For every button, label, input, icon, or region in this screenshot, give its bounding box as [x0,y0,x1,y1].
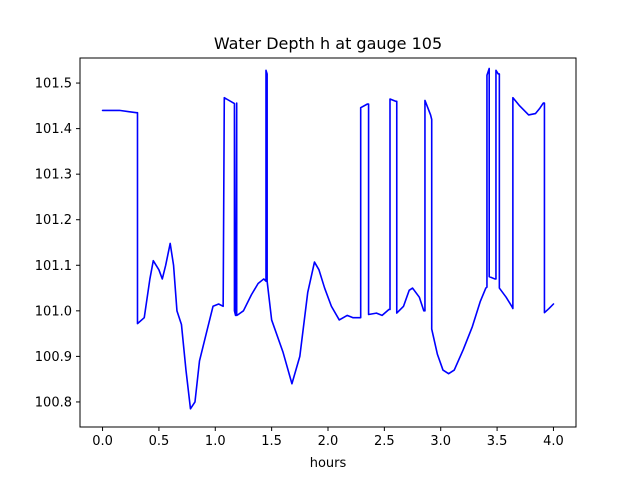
y-tick-label: 101.2 [35,213,72,228]
x-tick-label: 3.5 [487,434,508,449]
y-tick-label: 100.8 [35,395,72,410]
x-axis-label: hours [310,456,347,471]
x-tick-label: 0.5 [149,434,170,449]
y-tick-label: 101.4 [35,122,72,137]
y-tick-label: 101.3 [35,168,72,183]
x-tick-label: 1.0 [205,434,226,449]
x-tick-label: 0.0 [92,434,113,449]
x-tick-label: 3.0 [430,434,451,449]
y-tick-label: 101.0 [35,304,72,319]
x-tick-label: 1.5 [261,434,282,449]
series-line-0 [101,67,555,410]
plot-area [101,67,555,410]
x-tick-label: 2.0 [318,434,339,449]
x-tick-label: 2.5 [374,434,395,449]
x-tick-label: 4.0 [543,434,564,449]
chart-title: Water Depth h at gauge 105 [214,34,442,53]
y-axis: 100.8 100.9 101.0 101.1 101.2 101.3 101.4 101.5 [35,77,80,410]
y-tick-label: 100.9 [35,350,72,365]
y-tick-label: 101.1 [35,259,72,274]
x-axis: 0.0 0.5 1.0 1.5 2.0 2.5 3.0 3.5 4.0 [92,427,564,449]
y-tick-label: 101.5 [35,77,72,92]
